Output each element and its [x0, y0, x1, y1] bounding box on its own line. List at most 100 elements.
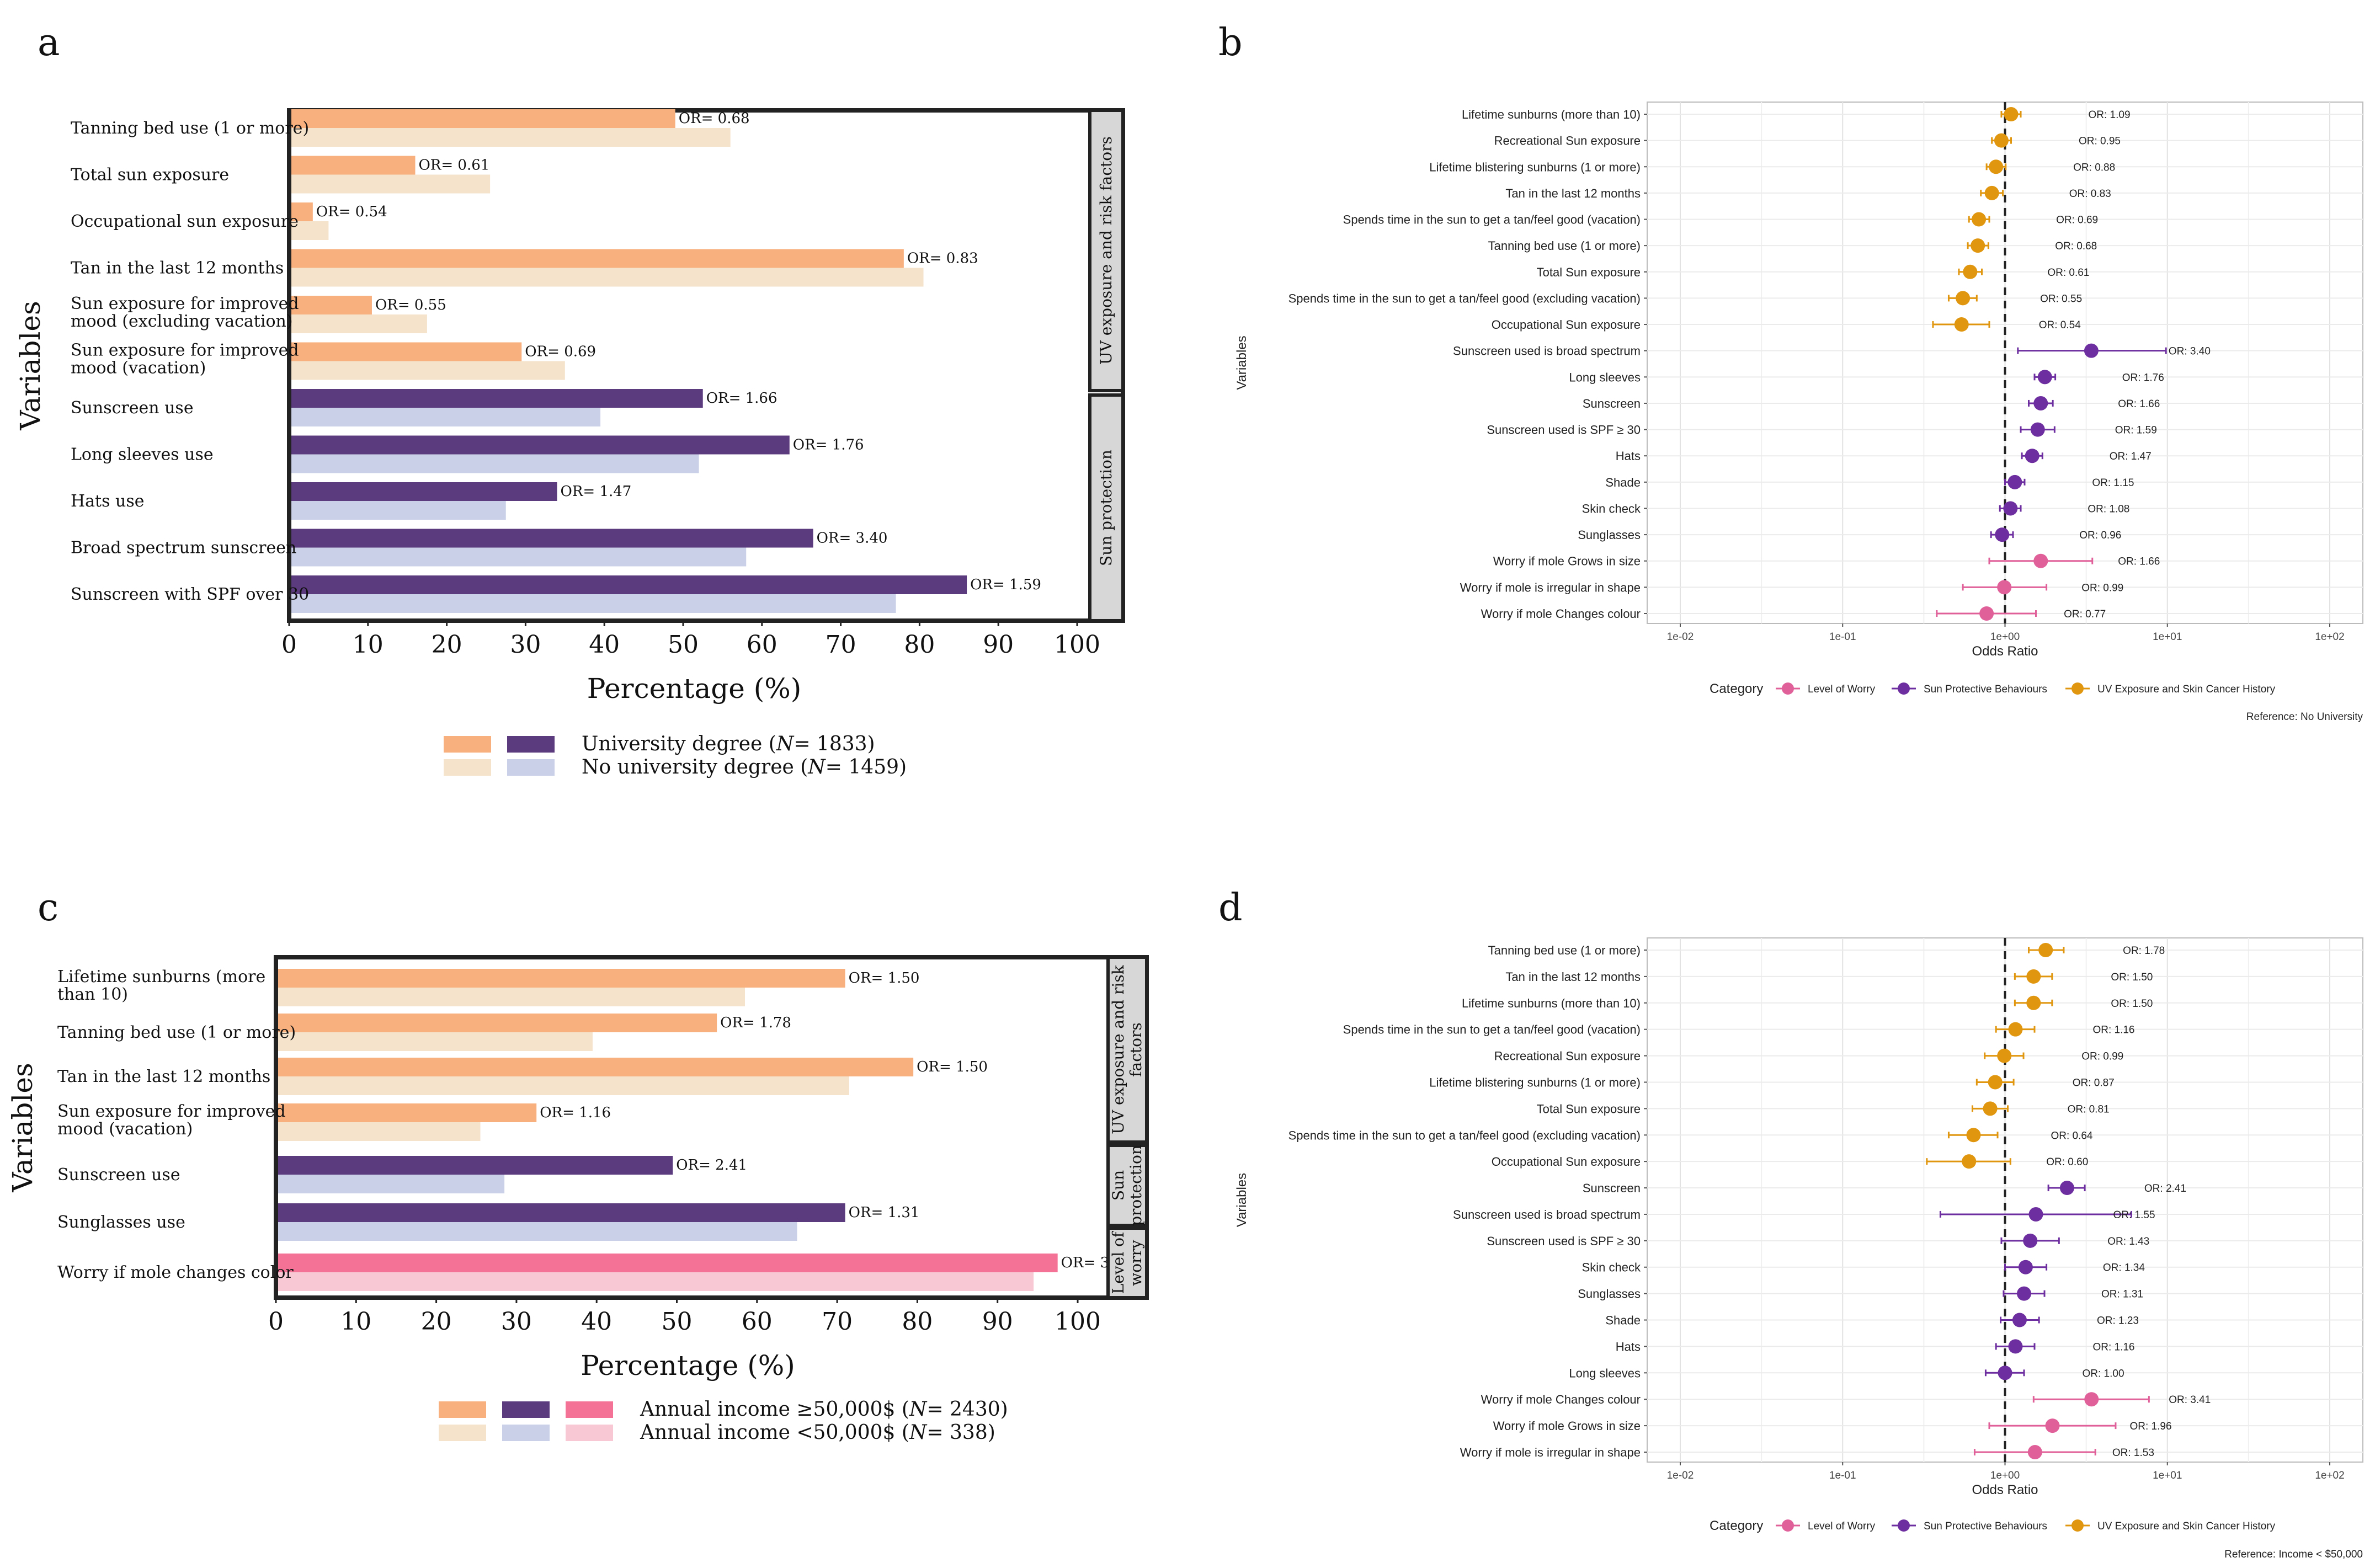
bar-group-b: [291, 408, 601, 426]
legend-point: [1782, 1519, 1794, 1532]
or-text: OR: 1.43: [2107, 1236, 2149, 1247]
or-text: OR: 0.64: [2051, 1130, 2092, 1142]
label-line: Tan in the last 12 months: [57, 1067, 270, 1086]
row-label: Spends time in the sun to get a tan/feel…: [1343, 1023, 1641, 1037]
or-text: OR: 0.87: [2073, 1077, 2115, 1089]
row-label: Worry if mole is irregular in shape: [1460, 580, 1641, 594]
or-text: OR: 0.68: [2055, 241, 2097, 252]
bar-group-b: [278, 1122, 481, 1141]
row-label: Sunscreen used is SPF ≥ 30: [1487, 423, 1641, 437]
or-point: [1995, 527, 2010, 542]
row-label: Worry if mole Changes colour: [1481, 1393, 1641, 1406]
row-label: Worry if mole Grows in size: [1493, 1419, 1641, 1433]
label-line: Tan in the last 12 months: [71, 259, 284, 278]
label-line: Sun exposure for improved: [71, 294, 299, 313]
x-tick-label: 80: [904, 631, 935, 659]
or-label: OR= 0.68: [679, 110, 750, 127]
panel-d: d OR: 1.78 Tanning bed use (1 or more) OR: …: [1218, 886, 2363, 1560]
or-text: OR: 1.47: [2110, 451, 2152, 462]
bar-group-a: [291, 482, 557, 501]
reference-note: Reference: No University: [2246, 711, 2363, 723]
x-tick-label: 1e-01: [1829, 1470, 1856, 1481]
row-label: Sunglasses: [1578, 528, 1641, 542]
or-point: [1962, 1154, 1977, 1169]
legend-label: Sun Protective Behaviours: [1924, 1521, 2047, 1532]
or-point: [1956, 291, 1971, 306]
or-point: [2038, 943, 2053, 957]
or-label: OR= 0.54: [316, 204, 387, 220]
or-text: OR: 1.31: [2101, 1289, 2143, 1300]
or-point: [2027, 1444, 2042, 1459]
or-point: [2023, 1233, 2038, 1248]
x-axis-label: Percentage (%): [581, 1350, 795, 1382]
or-point: [2017, 1286, 2032, 1301]
legend-label: No university degree (N= 1459): [582, 756, 907, 778]
legend-text: Annual income ≥50,000$ (: [640, 1398, 909, 1421]
x-tick-label: 100: [1055, 1308, 1101, 1336]
or-point: [2030, 422, 2045, 437]
or-point: [1979, 606, 1994, 621]
group-label-line: UV exposure and risk: [1109, 964, 1127, 1134]
x-tick-label: 90: [983, 631, 1014, 659]
legend-point: [1898, 1519, 1910, 1532]
or-text: OR: 0.95: [2079, 136, 2121, 147]
row-label: Worry if mole is irregular in shape: [1460, 1446, 1641, 1459]
panel-letter: a: [38, 21, 60, 65]
legend-swatch: [439, 1425, 486, 1441]
x-tick-label: 20: [421, 1308, 452, 1336]
or-point: [2033, 553, 2048, 568]
group-label-line: worry: [1127, 1240, 1145, 1286]
x-tick-label: 60: [742, 1308, 773, 1336]
x-axis-label: Odds Ratio: [1972, 644, 2038, 659]
label-line: Sun exposure for improved: [71, 341, 299, 360]
x-tick-label: 80: [902, 1308, 933, 1336]
row-label: Hats: [1616, 449, 1641, 463]
bar-group-b: [291, 268, 924, 287]
x-tick-label: 0: [281, 631, 297, 659]
or-label: OR= 1.76: [793, 437, 864, 454]
panel-letter: c: [38, 886, 58, 930]
x-tick-label: 50: [662, 1308, 693, 1336]
category-label: Long sleeves use: [71, 445, 214, 465]
row-label: Lifetime blistering sunburns (1 or more): [1429, 160, 1641, 174]
or-point: [2004, 107, 2019, 121]
bar-group-a: [291, 575, 967, 594]
y-axis-label: Variables: [1234, 335, 1249, 390]
panel-c: c OR= 1.50 Lifetime sunburns (more than 10)…: [7, 886, 1149, 1444]
or-point: [1994, 133, 2009, 148]
or-text: OR: 1.15: [2092, 477, 2134, 489]
x-tick-label: 1e+01: [2153, 631, 2182, 643]
row-label: Worry if mole Grows in size: [1493, 554, 1641, 568]
row-label: Sunglasses: [1578, 1287, 1641, 1301]
or-point: [1971, 238, 1985, 253]
bar-group-b: [291, 454, 699, 473]
row-label: Total Sun exposure: [1537, 1102, 1641, 1116]
x-tick-label: 40: [581, 1308, 612, 1336]
legend-text: = 1833): [794, 733, 875, 755]
group-label-line: protection: [1127, 1145, 1145, 1226]
label-line: Long sleeves use: [71, 445, 214, 465]
or-text: OR: 1.23: [2097, 1315, 2139, 1327]
legend-swatch: [444, 759, 491, 776]
bar-group-a: [278, 969, 845, 988]
or-point: [2018, 1260, 2033, 1274]
bar-group-b: [291, 547, 747, 567]
label-line: mood (vacation): [71, 359, 206, 378]
row-label: Shade: [1605, 1314, 1641, 1327]
x-tick-label: 20: [432, 631, 462, 659]
row-label: Sunscreen used is SPF ≥ 30: [1487, 1234, 1641, 1248]
or-point: [1972, 212, 1987, 227]
row-label: Sunscreen: [1583, 397, 1641, 410]
or-text: OR: 1.50: [2111, 972, 2153, 983]
bar-group-a: [278, 1203, 845, 1222]
bar-group-b: [278, 1032, 593, 1051]
legend-swatch: [507, 736, 555, 753]
x-tick-label: 1e+01: [2153, 1470, 2182, 1481]
bar-group-a: [291, 389, 703, 408]
or-point: [2003, 501, 2018, 516]
or-label: OR= 1.78: [720, 1015, 791, 1031]
legend-label: Sun Protective Behaviours: [1924, 684, 2047, 695]
or-point: [2059, 1181, 2074, 1196]
legend-label: Annual income ≥50,000$ (N= 2430): [640, 1398, 1008, 1421]
category-label: Tanning bed use (1 or more): [57, 1023, 296, 1042]
